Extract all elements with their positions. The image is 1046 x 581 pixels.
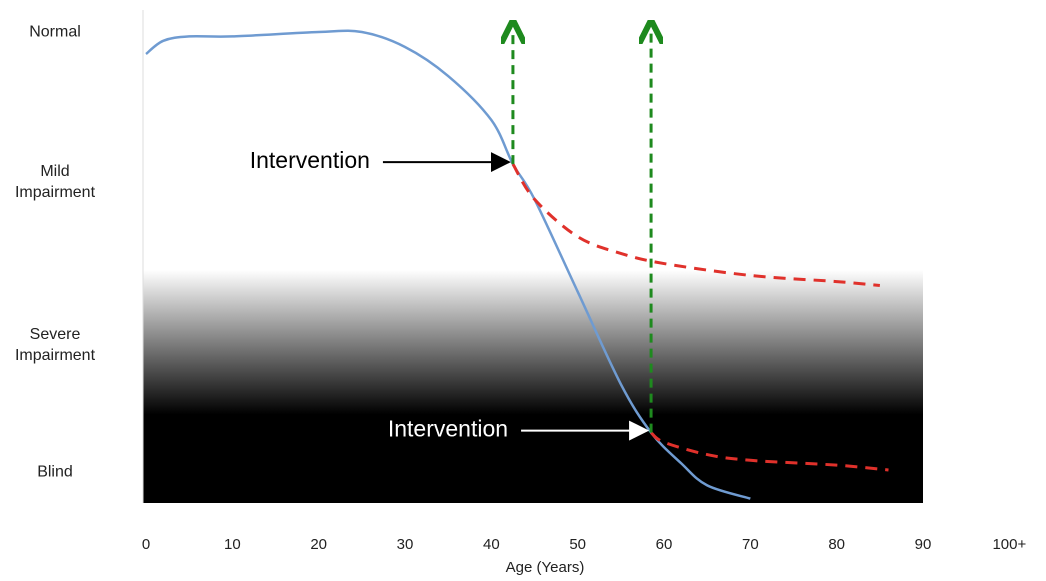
x-tick-label: 0 <box>142 536 150 553</box>
x-tick-label: 30 <box>397 536 414 553</box>
x-tick-label: 10 <box>224 536 241 553</box>
y-tick-label: Mild Impairment <box>14 162 96 201</box>
annotation-label: Intervention <box>250 147 370 173</box>
y-tick-label: Normal <box>29 23 81 41</box>
x-tick-label: 50 <box>569 536 586 553</box>
x-tick-label: 20 <box>310 536 327 553</box>
line <box>511 163 880 288</box>
y-tick-label: Blind <box>37 463 73 481</box>
line <box>650 431 889 472</box>
x-tick-label: 90 <box>915 536 932 553</box>
x-tick-label: 40 <box>483 536 500 553</box>
x-tick-label: 70 <box>742 536 759 553</box>
annotation-label: Intervention <box>388 416 508 442</box>
x-tick-label: 100+ <box>992 536 1026 553</box>
x-tick-label: 60 <box>656 536 673 553</box>
impairment-band <box>143 270 923 503</box>
y-tick-label: Severe Impairment <box>14 325 96 364</box>
x-tick-label: 80 <box>828 536 845 553</box>
x-axis-label: Age (Years) <box>506 559 585 576</box>
